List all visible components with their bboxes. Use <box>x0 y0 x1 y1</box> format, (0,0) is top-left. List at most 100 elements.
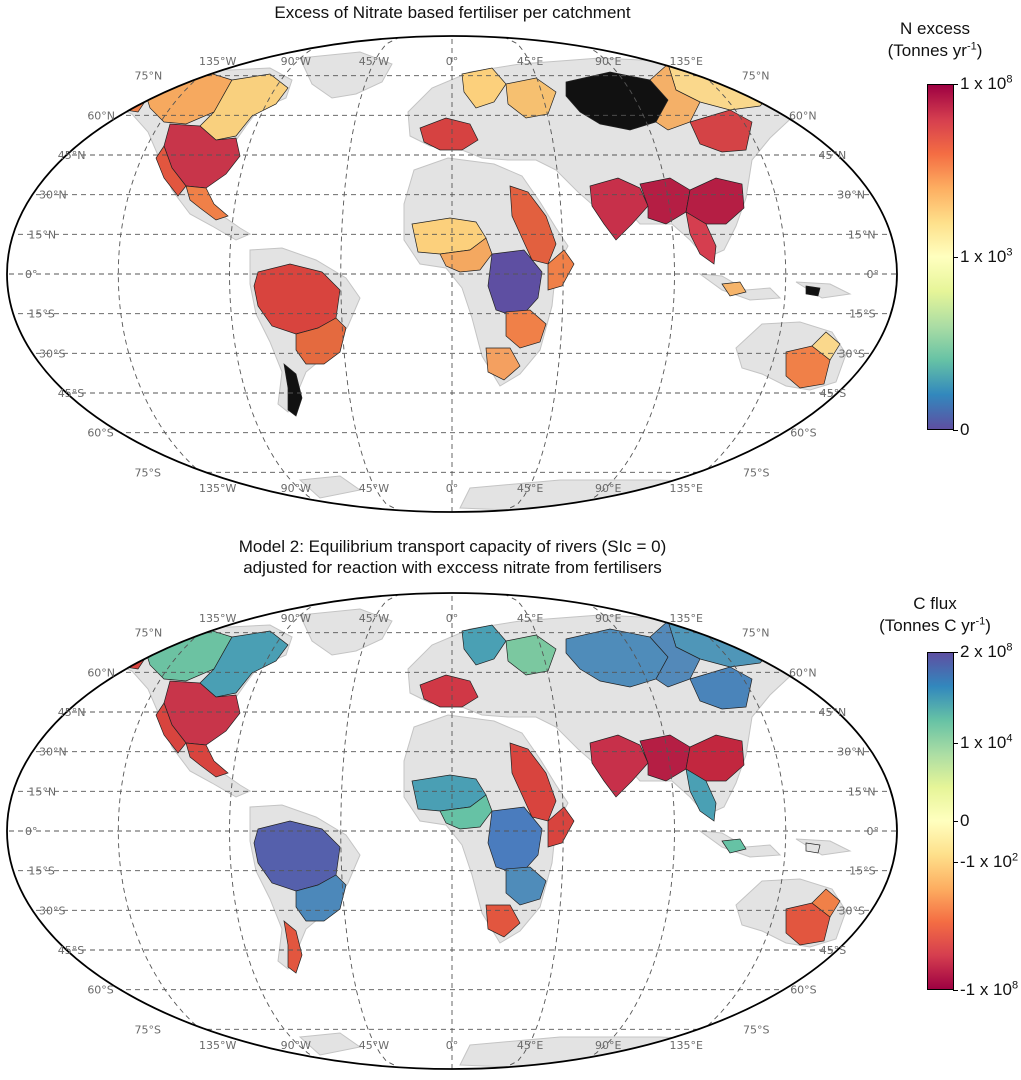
lon-label-bottom: 0° <box>446 1039 459 1052</box>
lat-label-right: 0° <box>867 268 880 281</box>
lat-label-left: 75°S <box>134 1023 160 1036</box>
lon-label-top: 0° <box>446 612 459 625</box>
lat-label-left: 75°S <box>134 466 160 479</box>
colorbar-tick-label: 1 x 103 <box>960 246 1013 266</box>
map1-unit-prefix: (Tonnes yr <box>887 41 967 60</box>
lon-label-top: 45°E <box>517 612 543 625</box>
colorbar-tick-mark <box>953 821 958 822</box>
lat-label-left: 15°N <box>28 228 56 241</box>
catchment-aus-e <box>811 331 841 361</box>
map2-unit-suffix: ) <box>985 616 991 635</box>
map1-title: Excess of Nitrate based fertiliser per c… <box>274 3 631 22</box>
land-mass <box>298 475 362 499</box>
catchment-patagonia <box>283 363 303 417</box>
catchment-us-west <box>155 702 187 754</box>
lat-label-right: 60°S <box>790 427 816 440</box>
map2-title: Model 2: Equilibrium transport capacity … <box>0 536 905 578</box>
map2-colorbar-title: C flux (Tonnes C yr-1) <box>870 593 1000 637</box>
lon-label-top: 45°W <box>359 612 389 625</box>
map1-unit-sup: -1 <box>966 40 977 53</box>
longitude-gridline <box>602 36 787 512</box>
lon-label-top: 135°W <box>199 612 236 625</box>
land-mass <box>299 51 393 99</box>
lon-label-bottom: 90°E <box>595 482 621 495</box>
colorbar-tick-label: 0 <box>960 811 970 830</box>
lat-label-right: 60°N <box>789 109 817 122</box>
lon-label-bottom: 45°W <box>359 1039 389 1052</box>
colorbar-tick-mark <box>953 652 958 653</box>
colorbar-tick-label: -1 x 108 <box>960 979 1019 999</box>
lon-label-top: 135°E <box>670 612 703 625</box>
map-outline <box>6 35 898 513</box>
longitude-gridline <box>229 593 353 1069</box>
map2-colorbar <box>927 652 954 990</box>
map1-world-map: 135°W 135°W 90°W 90°W 45°W 45°W 0° 0° 45°E 45°E 90… <box>6 35 898 513</box>
catchment-aus-e <box>811 888 841 918</box>
longitude-gridline <box>501 593 564 1069</box>
catchment-india <box>589 177 649 241</box>
catchment-mekong <box>685 211 717 265</box>
lat-label-left: 60°S <box>87 427 113 440</box>
lat-label-right: 30°S <box>839 347 865 360</box>
lon-label-top: 90°E <box>595 55 621 68</box>
lat-label-left: 45°N <box>58 149 86 162</box>
lon-label-bottom: 135°E <box>670 1039 703 1052</box>
lat-label-right: 75°N <box>742 627 770 640</box>
catchment-mekong <box>685 768 717 822</box>
catchment-parana <box>295 317 347 365</box>
catchment-congo <box>487 249 543 319</box>
lat-label-left: 45°N <box>58 706 86 719</box>
lat-label-right: 15°S <box>849 308 875 321</box>
lon-label-bottom: 0° <box>446 482 459 495</box>
colorbar-tick-label: 0 <box>960 420 970 439</box>
lon-label-top: 135°E <box>670 55 703 68</box>
longitude-gridline <box>229 36 353 512</box>
lat-label-left: 30°N <box>39 189 67 202</box>
lon-label-bottom: 135°E <box>670 482 703 495</box>
lat-label-right: 15°S <box>849 865 875 878</box>
catchment-patagonia <box>283 920 303 974</box>
catchment-amur <box>689 666 753 710</box>
lon-label-bottom: 45°W <box>359 482 389 495</box>
lat-label-left: 30°S <box>39 347 65 360</box>
colorbar-tick-mark <box>953 990 958 991</box>
map2-title-line1: Model 2: Equilibrium transport capacity … <box>238 537 667 556</box>
land-mass <box>298 1032 362 1056</box>
catchment-orange <box>485 904 521 938</box>
catchment-us-west <box>155 145 187 197</box>
lon-label-bottom: 135°W <box>199 482 236 495</box>
lon-label-bottom: 90°W <box>281 1039 311 1052</box>
catchment-amur <box>689 109 753 153</box>
catchment-parana <box>295 874 347 922</box>
lat-label-left: 45°S <box>58 387 84 400</box>
map1-colorbar-name: N excess <box>900 19 970 38</box>
lat-label-left: 30°N <box>39 746 67 759</box>
map2-colorbar-unit: (Tonnes C yr-1) <box>870 615 1000 637</box>
lat-label-right: 15°N <box>848 228 876 241</box>
map2-unit-sup: -1 <box>975 615 986 628</box>
lat-label-left: 15°N <box>28 785 56 798</box>
lat-label-right: 45°N <box>818 706 846 719</box>
lat-label-left: 45°S <box>58 944 84 957</box>
catchment-horn <box>547 249 575 291</box>
catchment-ganges <box>639 177 691 225</box>
catchment-east-europe <box>505 634 557 676</box>
colorbar-tick-label: -1 x 102 <box>960 850 1019 871</box>
colorbar-tick-mark <box>953 743 958 745</box>
lat-label-right: 30°N <box>837 189 865 202</box>
lat-label-left: 0° <box>25 268 38 281</box>
lat-label-left: 60°S <box>87 984 113 997</box>
catchment-newguinea <box>805 842 821 854</box>
lat-label-right: 30°N <box>837 746 865 759</box>
map2-unit-prefix: (Tonnes C yr <box>879 616 976 635</box>
longitude-gridline <box>551 593 675 1069</box>
longitude-gridline <box>340 36 403 512</box>
catchment-europe-w <box>419 674 479 708</box>
lat-label-left: 60°N <box>87 666 115 679</box>
longitude-gridline <box>117 593 302 1069</box>
lon-label-top: 45°W <box>359 55 389 68</box>
colorbar-tick-mark <box>953 430 958 431</box>
colorbar-tick-label: 1 x 108 <box>960 73 1013 93</box>
map1-colorbar-title: N excess (Tonnes yr-1) <box>870 18 1000 62</box>
land-mass <box>459 1036 821 1069</box>
